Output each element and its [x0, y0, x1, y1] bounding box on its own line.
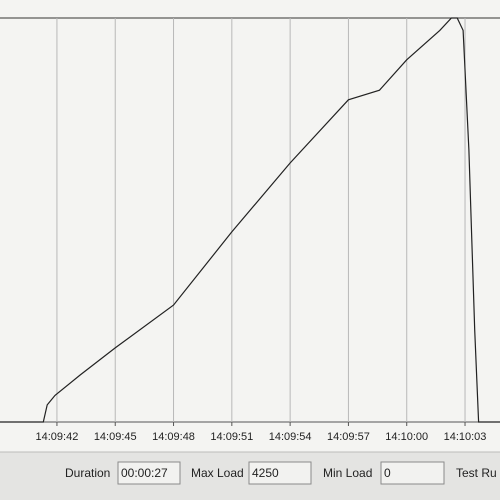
x-tick-label: 14:09:57 [327, 431, 370, 443]
field-label: Duration [65, 466, 110, 480]
field-box [380, 461, 445, 485]
x-tick-label: 14:09:48 [152, 431, 195, 443]
field-value: 4250 [252, 466, 279, 480]
x-tick-label: 14:09:42 [36, 431, 79, 443]
field-box [117, 461, 181, 485]
load-line [0, 17, 500, 423]
plot-background [0, 0, 500, 452]
x-tick-label: 14:09:51 [210, 431, 253, 443]
field-box [248, 461, 312, 485]
field-value: 00:00:27 [121, 466, 168, 480]
x-tick-label: 14:10:00 [385, 431, 428, 443]
field-value: 0 [384, 466, 391, 480]
x-tick-label: 14:09:45 [94, 431, 137, 443]
field-label: Max Load [191, 466, 244, 480]
x-tick-label: 14:10:03 [444, 431, 487, 443]
x-tick-label: 14:09:54 [269, 431, 312, 443]
field-label: Test Ru [456, 466, 497, 480]
field-label: Min Load [323, 466, 372, 480]
